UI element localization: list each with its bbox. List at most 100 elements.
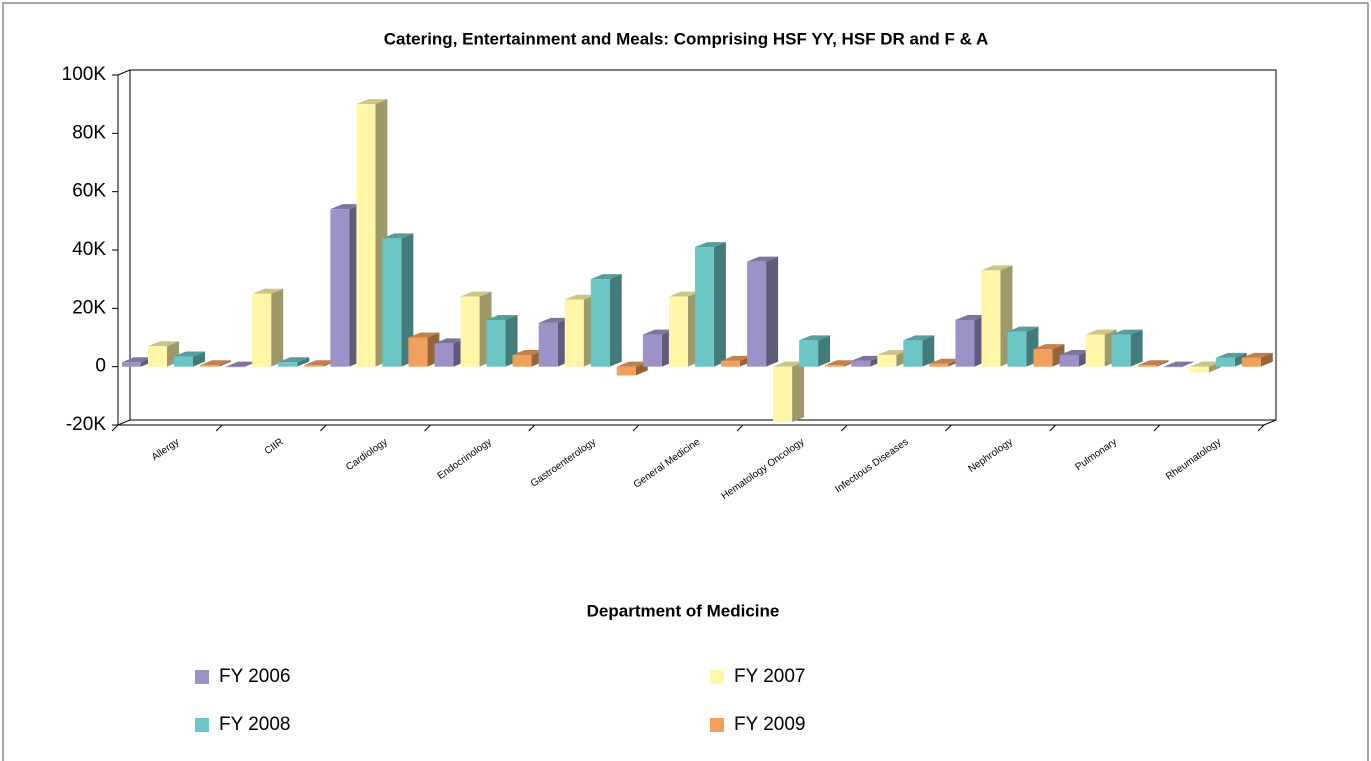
bar-top <box>356 99 388 105</box>
bar-front <box>434 343 454 367</box>
x-tick <box>320 424 327 432</box>
bar-side <box>713 242 726 367</box>
bar-top <box>747 256 779 262</box>
bar-front <box>825 365 845 367</box>
bar <box>590 274 622 367</box>
bar-front <box>903 340 923 367</box>
bar-front <box>1111 334 1131 367</box>
bar-front <box>773 366 793 423</box>
bar <box>408 332 440 367</box>
legend-label: FY 2008 <box>219 714 290 735</box>
bar-side <box>922 335 935 367</box>
x-tick-label: Cardiology <box>344 437 389 473</box>
bar-front <box>1189 366 1209 373</box>
bar-side <box>609 274 622 367</box>
bar <box>1163 361 1195 368</box>
x-tick-label: Infectious Diseases <box>833 437 910 496</box>
bar <box>694 242 726 367</box>
bar-top <box>877 350 909 355</box>
bar-top <box>694 242 726 248</box>
bar-side <box>219 360 231 367</box>
bar-front <box>382 238 402 367</box>
bar-top <box>720 355 752 361</box>
legend-swatch <box>195 670 209 684</box>
bar-side <box>401 233 414 367</box>
bar-top <box>1215 352 1247 358</box>
y-tick-label: 20K <box>72 297 106 318</box>
bar-front <box>668 296 688 367</box>
x-tick-label: General Medicine <box>632 436 703 490</box>
bar <box>773 361 805 423</box>
y-tick-label: 40K <box>72 239 106 260</box>
bar-top <box>486 315 518 320</box>
x-tick-label: Gastroenterology <box>529 437 598 490</box>
bar-top <box>1085 329 1117 335</box>
plot-wall <box>117 69 131 426</box>
bar-top <box>434 338 466 344</box>
bar-front <box>564 299 584 367</box>
bar-top <box>773 361 805 367</box>
y-tick-label: -20K <box>66 414 106 435</box>
bar-top <box>825 360 857 366</box>
bar-top <box>642 329 674 335</box>
bar <box>382 233 414 367</box>
bar <box>799 335 831 367</box>
y-tick-label: 80K <box>72 122 106 143</box>
bar <box>200 360 231 367</box>
y-tick-label: 100K <box>62 64 107 85</box>
bar-front <box>616 366 636 376</box>
bar-front <box>1137 365 1157 367</box>
bar-top <box>981 265 1013 271</box>
x-tick-label: Hematology Oncology <box>720 437 807 502</box>
bar-front <box>877 355 897 367</box>
bar-front <box>330 209 350 367</box>
bar-front <box>122 362 141 367</box>
bar-front <box>694 247 714 367</box>
bar-top <box>512 350 544 355</box>
x-tick <box>424 424 431 432</box>
bar-front <box>1241 357 1261 367</box>
y-tick-label: 0 <box>95 356 106 377</box>
x-axis-title: Department of Medicine <box>587 601 780 620</box>
bar-top <box>616 361 648 367</box>
x-tick-label: Allergy <box>150 437 181 464</box>
x-tick <box>215 424 223 432</box>
bar-top <box>799 335 831 341</box>
bar-front <box>590 279 610 367</box>
x-tick-label: Nephrology <box>967 437 1015 475</box>
bar-side <box>271 288 284 367</box>
bar-front <box>200 365 219 367</box>
x-tick <box>1257 424 1265 432</box>
bar-front <box>1059 355 1079 367</box>
x-tick-label: CIIR <box>263 437 286 457</box>
bar-front <box>538 322 558 367</box>
bar-front <box>408 337 428 367</box>
bar-front <box>148 346 167 367</box>
bar <box>1215 352 1247 367</box>
bar-top <box>1007 326 1039 332</box>
bar <box>252 288 284 367</box>
bar-top <box>538 317 570 323</box>
bar <box>226 361 258 368</box>
bar-front <box>799 340 819 367</box>
bar-top <box>1059 350 1091 355</box>
bar-top <box>200 360 231 366</box>
bar <box>1137 360 1169 367</box>
bar-front <box>278 362 298 367</box>
bar-top <box>851 355 883 361</box>
bar-top <box>122 357 153 363</box>
x-tick <box>632 424 640 432</box>
bar <box>486 315 518 367</box>
bar-top <box>304 360 336 366</box>
plot-floor <box>118 419 1277 426</box>
chart-title: Catering, Entertainment and Meals: Compr… <box>384 29 989 48</box>
bar-top <box>278 357 310 363</box>
bar <box>1241 352 1273 367</box>
bar-top <box>955 315 987 320</box>
bar <box>460 291 492 367</box>
bar-top <box>460 291 492 297</box>
bar-top <box>1111 329 1143 335</box>
bar-front <box>1215 357 1235 367</box>
